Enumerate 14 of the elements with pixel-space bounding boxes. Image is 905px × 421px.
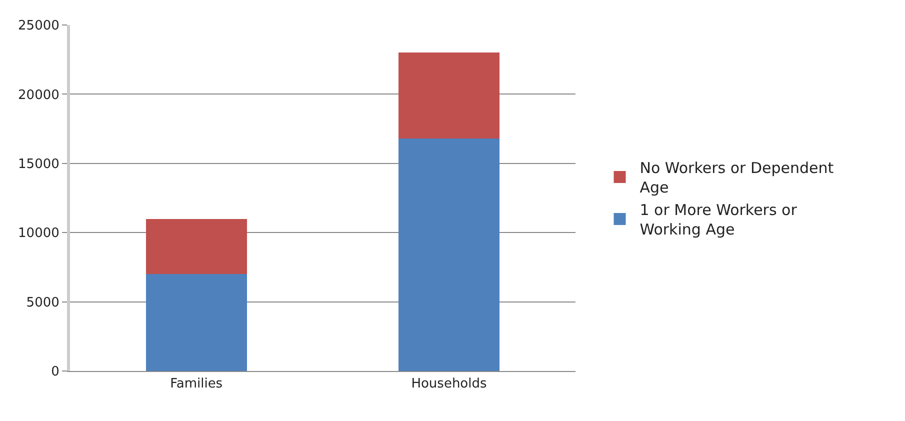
y-tick-label: 15000: [18, 156, 60, 172]
legend-label: No Workers or Dependent Age: [640, 159, 834, 197]
x-tick-label: Families: [170, 376, 223, 392]
bar: [398, 52, 500, 138]
y-tick-label: 25000: [18, 18, 60, 34]
y-tick-label: 10000: [18, 226, 60, 242]
bar: [398, 138, 500, 371]
y-tick-label: 5000: [26, 295, 60, 310]
y-tick-label: 20000: [18, 88, 60, 103]
x-tick-label: Households: [411, 376, 487, 392]
legend-label: 1 or More Workers or Working Age: [640, 201, 798, 239]
bar: [146, 274, 247, 371]
y-tick-label: 0: [51, 364, 60, 380]
bar: [146, 218, 247, 274]
